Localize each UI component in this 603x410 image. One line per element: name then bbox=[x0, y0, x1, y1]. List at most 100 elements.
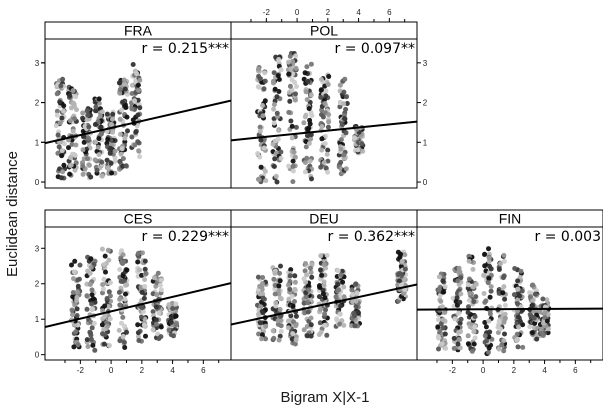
data-point bbox=[276, 337, 282, 343]
data-point bbox=[80, 163, 86, 169]
data-point bbox=[438, 321, 444, 327]
data-point bbox=[436, 274, 442, 280]
data-point bbox=[304, 97, 310, 103]
data-point bbox=[262, 78, 268, 84]
data-point bbox=[482, 333, 488, 339]
data-point bbox=[304, 324, 310, 329]
data-point bbox=[290, 163, 296, 169]
strip-label: CES bbox=[124, 211, 153, 227]
data-point bbox=[142, 266, 148, 272]
data-point bbox=[292, 154, 298, 160]
data-point bbox=[323, 307, 328, 313]
data-point bbox=[520, 344, 526, 350]
data-point bbox=[325, 158, 331, 164]
data-point bbox=[135, 330, 141, 336]
data-point bbox=[73, 160, 79, 166]
fit-line bbox=[45, 282, 231, 328]
data-point bbox=[442, 284, 448, 290]
data-point bbox=[293, 53, 299, 59]
data-point bbox=[75, 283, 81, 289]
data-point bbox=[84, 337, 90, 343]
data-point bbox=[437, 328, 443, 334]
data-point bbox=[341, 89, 347, 95]
data-point bbox=[343, 106, 349, 112]
data-point bbox=[71, 103, 77, 109]
data-point bbox=[272, 86, 278, 92]
data-point bbox=[337, 104, 343, 110]
data-point bbox=[106, 257, 112, 263]
data-point bbox=[117, 87, 123, 93]
data-point bbox=[395, 282, 401, 288]
data-point bbox=[110, 111, 116, 117]
data-point bbox=[99, 246, 105, 252]
data-point bbox=[286, 109, 292, 115]
data-point bbox=[301, 276, 307, 282]
data-point bbox=[120, 273, 126, 279]
data-point bbox=[108, 145, 114, 151]
data-point bbox=[544, 318, 550, 324]
data-point bbox=[302, 70, 308, 76]
data-point bbox=[473, 294, 479, 300]
data-point bbox=[270, 328, 276, 334]
data-point bbox=[262, 70, 268, 76]
data-point bbox=[334, 316, 340, 322]
data-point bbox=[457, 320, 463, 326]
data-point bbox=[92, 347, 98, 353]
data-point bbox=[308, 136, 314, 142]
data-point bbox=[260, 113, 266, 119]
data-point bbox=[398, 282, 404, 288]
data-point bbox=[158, 324, 164, 330]
data-point bbox=[117, 267, 123, 272]
data-point bbox=[322, 311, 328, 317]
data-point bbox=[99, 173, 105, 179]
y-tick-label: 0 bbox=[35, 178, 40, 187]
data-point bbox=[318, 77, 324, 82]
data-point bbox=[72, 258, 78, 264]
data-point bbox=[293, 65, 299, 71]
data-point bbox=[290, 303, 296, 309]
data-point bbox=[257, 124, 263, 130]
data-point bbox=[495, 330, 501, 336]
data-point bbox=[515, 278, 521, 284]
data-point bbox=[472, 314, 478, 320]
data-point bbox=[350, 292, 356, 297]
data-point bbox=[68, 162, 74, 168]
data-point bbox=[440, 278, 446, 284]
data-point bbox=[271, 106, 277, 112]
data-point bbox=[531, 315, 537, 321]
data-point bbox=[354, 290, 360, 296]
data-point bbox=[136, 148, 142, 154]
data-point bbox=[117, 296, 123, 302]
data-point bbox=[289, 336, 295, 342]
data-point bbox=[60, 169, 66, 175]
data-point bbox=[107, 150, 113, 156]
data-point bbox=[66, 145, 71, 151]
data-point bbox=[276, 283, 282, 289]
x-tick-label: 0 bbox=[109, 366, 114, 375]
fit-line bbox=[231, 283, 417, 326]
fit-line bbox=[45, 99, 231, 145]
data-point bbox=[96, 152, 102, 158]
data-point bbox=[123, 163, 129, 169]
data-point bbox=[100, 282, 106, 287]
data-point bbox=[158, 287, 164, 293]
data-point bbox=[256, 311, 261, 317]
data-point bbox=[438, 298, 444, 304]
data-point bbox=[501, 338, 507, 344]
data-point bbox=[439, 341, 445, 347]
data-point bbox=[518, 308, 524, 314]
data-point bbox=[173, 321, 179, 327]
data-point bbox=[291, 149, 297, 155]
data-point bbox=[466, 304, 471, 310]
data-point bbox=[496, 346, 502, 352]
data-point bbox=[120, 156, 126, 162]
data-point bbox=[324, 332, 330, 338]
data-point bbox=[261, 145, 267, 151]
strip-box bbox=[230, 21, 418, 40]
data-point bbox=[137, 77, 143, 83]
data-point bbox=[341, 284, 347, 290]
data-point bbox=[272, 156, 278, 162]
data-point bbox=[69, 307, 75, 313]
data-point bbox=[545, 330, 551, 336]
data-point bbox=[466, 297, 472, 303]
